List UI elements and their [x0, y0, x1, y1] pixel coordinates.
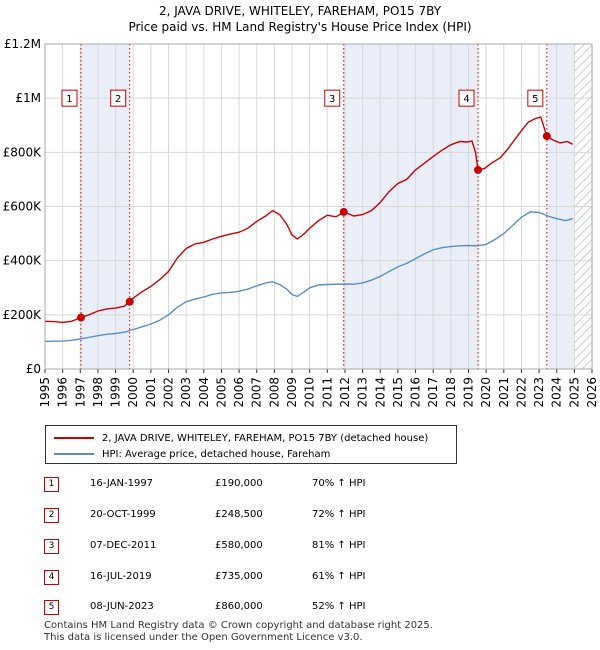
sale-point	[76, 313, 85, 322]
sale-price: £580,000	[215, 540, 263, 551]
sale-label-box	[527, 89, 544, 107]
x-tick-label: 2022	[514, 377, 528, 408]
x-tick-label: 2014	[373, 377, 387, 408]
x-tick-label: 2007	[250, 377, 264, 408]
sale-label: 2	[115, 94, 121, 105]
legend-swatch-property	[54, 437, 94, 439]
chart-title: 2, JAVA DRIVE, WHITELEY, FAREHAM, PO15 7…	[158, 4, 442, 18]
x-tick-label: 2017	[426, 377, 440, 408]
sale-price: £248,500	[215, 509, 263, 520]
x-tick-label: 2003	[179, 377, 193, 408]
x-tick-label: 2008	[267, 377, 281, 408]
sale-point	[542, 132, 551, 141]
legend-item-property: 2, JAVA DRIVE, WHITELEY, FAREHAM, PO15 7…	[54, 431, 428, 445]
sale-label-box	[110, 89, 127, 107]
sale-price: £190,000	[215, 478, 263, 489]
plot-frame	[44, 43, 593, 370]
y-tick-label: £0	[26, 362, 41, 376]
sale-date: 07-DEC-2011	[90, 540, 157, 551]
y-tick-label: £1M	[15, 91, 41, 105]
x-tick-label: 2023	[532, 377, 546, 408]
sale-number: 3	[44, 539, 59, 554]
y-tick-label: £1.2M	[4, 37, 41, 51]
y-tick-label: £600K	[3, 200, 43, 214]
x-tick-label: 2002	[162, 377, 176, 408]
x-tick-label: 2010	[303, 377, 317, 408]
sale-point	[125, 297, 134, 306]
sale-row: 3 07-DEC-2011 £580,000 81% ↑ HPI	[0, 537, 600, 557]
sale-row: 1 16-JAN-1997 £190,000 70% ↑ HPI	[0, 475, 600, 495]
x-tick-label: 1999	[109, 377, 123, 408]
x-tick-label: 2021	[497, 377, 511, 408]
sale-hpi-change: 61% ↑ HPI	[312, 571, 366, 582]
x-tick-label: 2012	[338, 377, 352, 408]
legend-label-property: 2, JAVA DRIVE, WHITELEY, FAREHAM, PO15 7…	[102, 432, 429, 444]
x-tick-label: 2013	[356, 377, 370, 408]
sale-date: 20-OCT-1999	[90, 509, 156, 520]
x-tick-label: 2020	[479, 377, 493, 408]
sale-date: 16-JUL-2019	[90, 571, 152, 582]
sale-label: 5	[532, 94, 538, 105]
x-tick-label: 2011	[320, 377, 334, 408]
sale-point	[474, 165, 483, 174]
sale-row: 2 20-OCT-1999 £248,500 72% ↑ HPI	[0, 506, 600, 526]
sale-label: 4	[463, 94, 469, 105]
x-tick-label: 2001	[144, 377, 158, 408]
x-tick-label: 1998	[91, 377, 105, 408]
sale-date: 08-JUN-2023	[90, 601, 154, 612]
chart-subtitle: Price paid vs. HM Land Registry's House …	[128, 20, 472, 34]
sale-label-box	[458, 89, 475, 107]
x-tick-label: 1997	[73, 377, 87, 408]
x-tick-label: 2016	[409, 377, 423, 408]
y-tick-label: £200K	[3, 308, 43, 322]
x-tick-label: 2009	[285, 377, 299, 408]
sale-row: 4 16-JUL-2019 £735,000 61% ↑ HPI	[0, 568, 600, 588]
sale-date: 16-JAN-1997	[90, 478, 154, 489]
sale-number: 4	[44, 570, 59, 585]
sale-label: 1	[66, 94, 72, 105]
sale-price: £735,000	[215, 571, 263, 582]
x-tick-label: 2000	[126, 377, 140, 408]
x-tick-label: 2025	[567, 377, 581, 408]
sale-hpi-change: 81% ↑ HPI	[312, 540, 366, 551]
footer-licence: This data is licensed under the Open Gov…	[44, 632, 363, 643]
sale-hpi-change: 72% ↑ HPI	[312, 509, 366, 520]
sale-hpi-change: 52% ↑ HPI	[312, 601, 366, 612]
property-price-line	[44, 116, 573, 324]
sale-point	[339, 207, 348, 216]
sale-number: 5	[44, 600, 59, 615]
sale-row: 5 08-JUN-2023 £860,000 52% ↑ HPI	[0, 598, 600, 618]
hpi-line	[44, 211, 573, 343]
x-tick-label: 2015	[391, 377, 405, 408]
y-tick-label: £800K	[3, 145, 43, 159]
x-tick-label: 2024	[550, 377, 564, 408]
x-tick-label: 1995	[38, 377, 52, 408]
sale-number: 2	[44, 508, 59, 523]
sale-label-box	[61, 89, 78, 107]
sale-number: 1	[44, 477, 59, 492]
x-tick-label: 2018	[444, 377, 458, 408]
sale-label-box	[324, 89, 341, 107]
legend-label-hpi: HPI: Average price, detached house, Fare…	[102, 448, 331, 460]
sale-hpi-change: 70% ↑ HPI	[312, 478, 366, 489]
x-tick-label: 1996	[56, 377, 70, 408]
footer-copyright: Contains HM Land Registry data © Crown c…	[44, 620, 433, 631]
sale-price: £860,000	[215, 601, 263, 612]
legend-swatch-hpi	[54, 453, 94, 455]
legend-item-hpi: HPI: Average price, detached house, Fare…	[54, 447, 330, 461]
x-tick-label: 2006	[232, 377, 246, 408]
sale-label: 3	[329, 94, 335, 105]
x-tick-label: 2004	[197, 377, 211, 408]
x-tick-label: 2005	[214, 377, 228, 408]
x-tick-label: 2019	[461, 377, 475, 408]
y-tick-label: £400K	[3, 254, 43, 268]
legend: 2, JAVA DRIVE, WHITELEY, FAREHAM, PO15 7…	[45, 425, 457, 464]
x-tick-label: 2026	[585, 377, 599, 408]
